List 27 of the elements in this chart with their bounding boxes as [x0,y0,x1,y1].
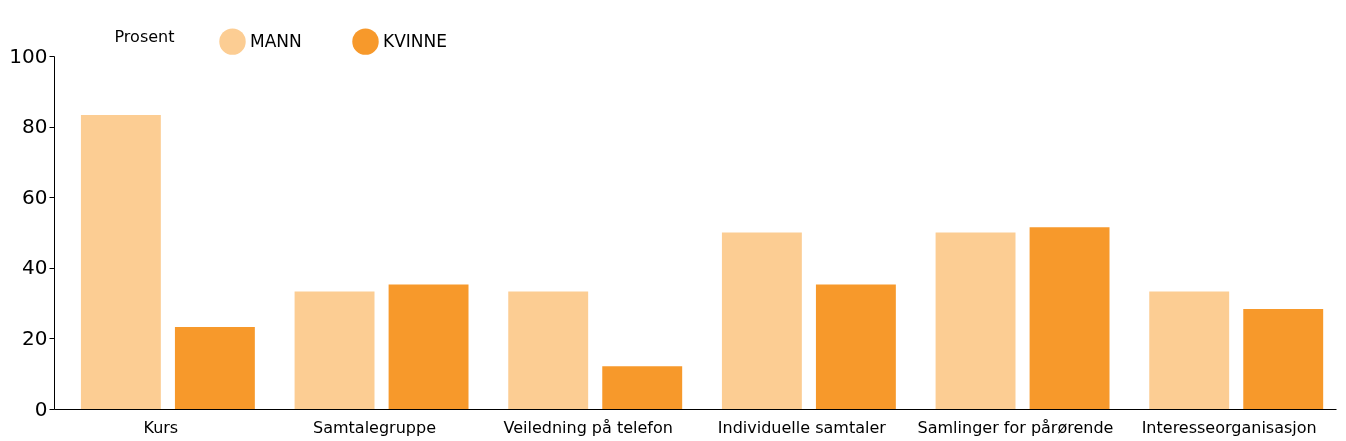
bar [815,284,896,409]
bar [935,232,1016,409]
x-tick-label: Samtalegruppe [313,417,436,437]
legend-label: MANN [250,30,302,51]
bar [80,114,161,409]
x-tick-label: Kurs [143,417,179,437]
y-tick-label: 20 [22,325,48,350]
bar [602,366,683,409]
x-tick-label: Individuelle samtaler [717,417,887,437]
y-axis-title: Prosent [114,26,175,46]
bar [294,291,375,409]
bar [721,232,802,409]
bar [388,284,469,409]
legend-label: KVINNE [383,30,447,51]
bar [508,291,589,409]
y-tick-label: 60 [22,184,48,209]
y-tick-label: 80 [22,114,48,139]
y-tick-label: 0 [34,396,48,421]
x-tick-label: Interesseorganisasjon [1141,417,1317,437]
bar [1029,227,1110,409]
x-tick-label: Veiledning på telefon [503,417,673,437]
bar [174,327,255,409]
bar [1243,309,1324,409]
bar [1149,291,1230,409]
y-tick-label: 100 [9,43,48,68]
y-tick-label: 40 [22,255,48,280]
x-tick-label: Samlinger for pårørende [917,417,1114,437]
